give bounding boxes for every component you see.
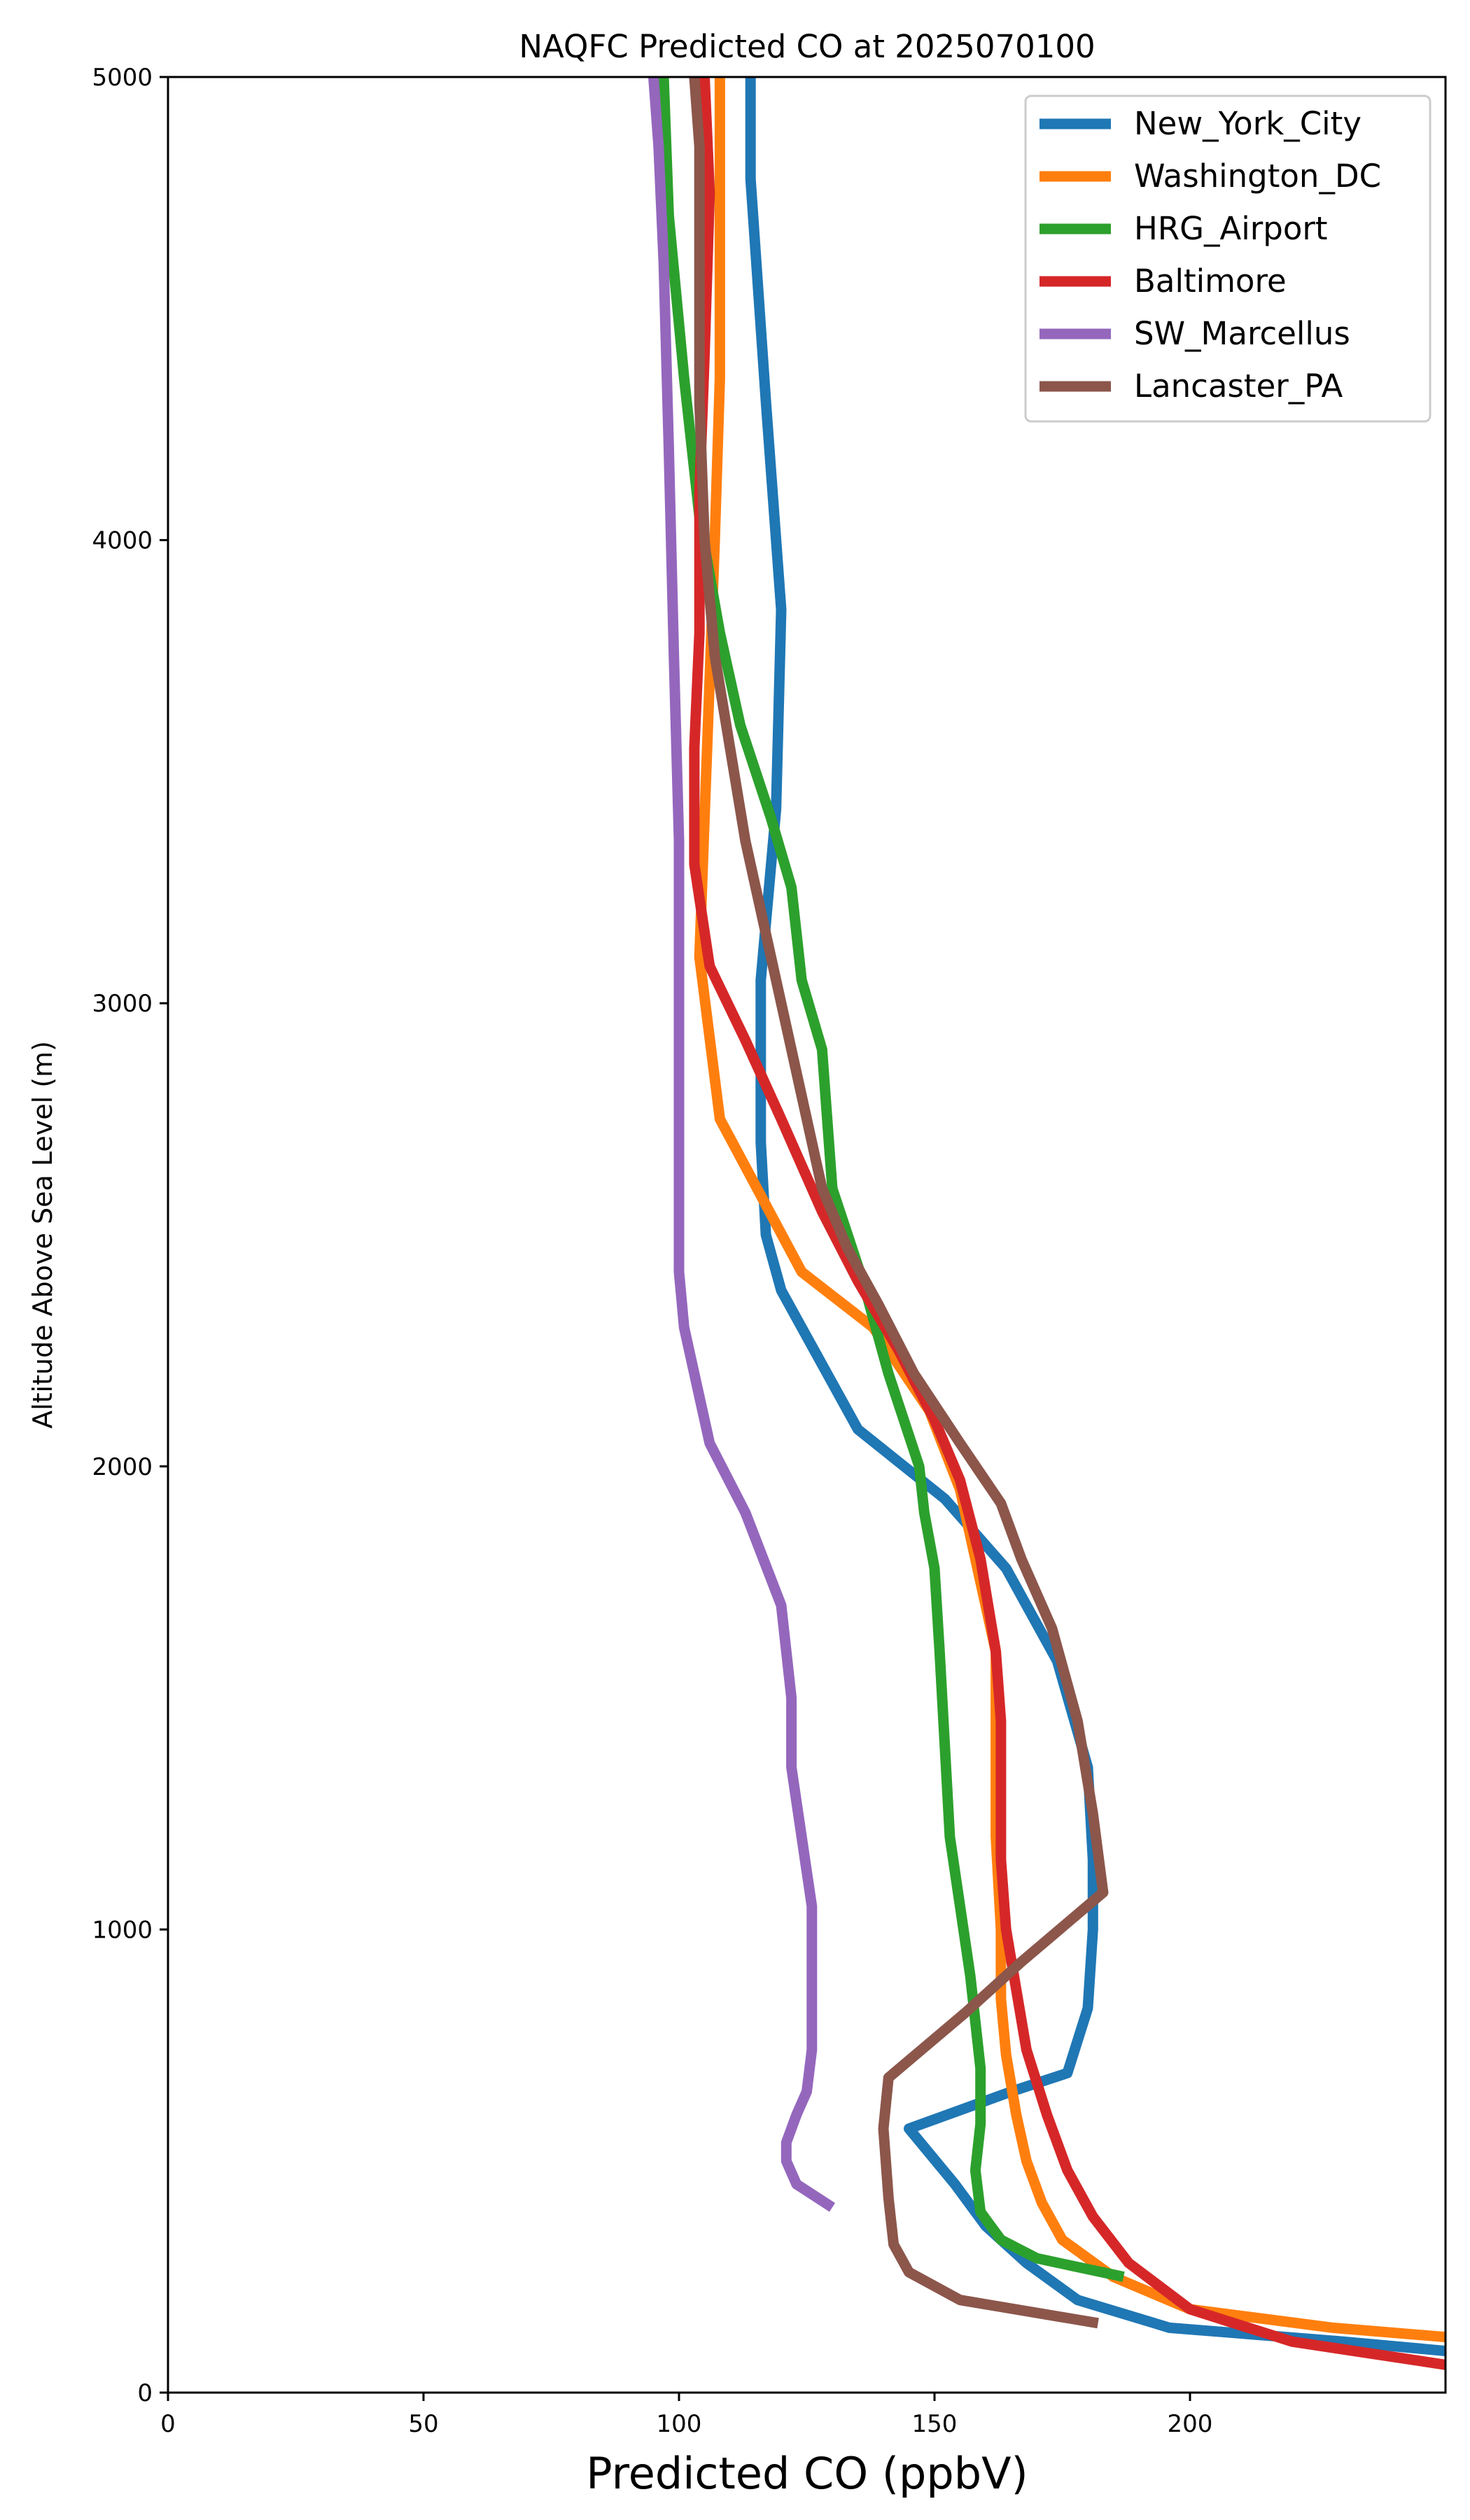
legend-label: New_York_City <box>1134 105 1362 142</box>
y-tick-label: 5000 <box>92 64 153 92</box>
x-axis: 0 50 100 150 200 <box>160 2393 1212 2438</box>
x-tick-label: 0 <box>160 2410 176 2438</box>
legend-item: Washington_DC <box>1040 158 1381 195</box>
legend-item: HRG_Airport <box>1040 210 1328 247</box>
y-tick-label: 4000 <box>92 527 153 555</box>
series-line-hrg-airport <box>658 77 1125 2282</box>
legend-label: SW_Marcellus <box>1134 315 1350 352</box>
legend-label: Washington_DC <box>1134 158 1381 195</box>
legend-label: HRG_Airport <box>1134 210 1328 247</box>
x-axis-label: Predicted CO (ppbV) <box>586 2448 1028 2499</box>
legend-item: Baltimore <box>1040 262 1287 300</box>
y-tick-label: 0 <box>137 2379 153 2407</box>
series-line-sw-marcellus <box>648 77 836 2212</box>
y-tick-label: 2000 <box>92 1453 153 1481</box>
legend-label: Baltimore <box>1134 262 1287 300</box>
series-line-lancaster-pa <box>689 77 1109 2329</box>
y-axis: 0 1000 2000 3000 4000 5000 <box>92 64 168 2407</box>
plot-area <box>648 77 1446 2370</box>
y-axis-label: Altitude Above Sea Level (m) <box>27 1041 58 1429</box>
legend: New_York_City Washington_DC HRG_Airport Bal… <box>1024 94 1432 423</box>
x-tick-label: 100 <box>657 2410 702 2438</box>
legend-label: Lancaster_PA <box>1134 368 1343 405</box>
plot-frame <box>167 76 1447 2394</box>
x-tick-label: 50 <box>408 2410 438 2438</box>
x-tick-label: 150 <box>912 2410 958 2438</box>
x-tick-label: 200 <box>1168 2410 1213 2438</box>
series-line-baltimore <box>689 77 1446 2370</box>
legend-item: New_York_City <box>1040 105 1362 142</box>
legend-box <box>1024 94 1432 423</box>
y-tick-label: 3000 <box>92 990 153 1018</box>
chart-title: NAQFC Predicted CO at 2025070100 <box>519 28 1095 65</box>
legend-item: Lancaster_PA <box>1040 368 1343 405</box>
y-tick-label: 1000 <box>92 1916 153 1944</box>
legend-item: SW_Marcellus <box>1040 315 1350 352</box>
